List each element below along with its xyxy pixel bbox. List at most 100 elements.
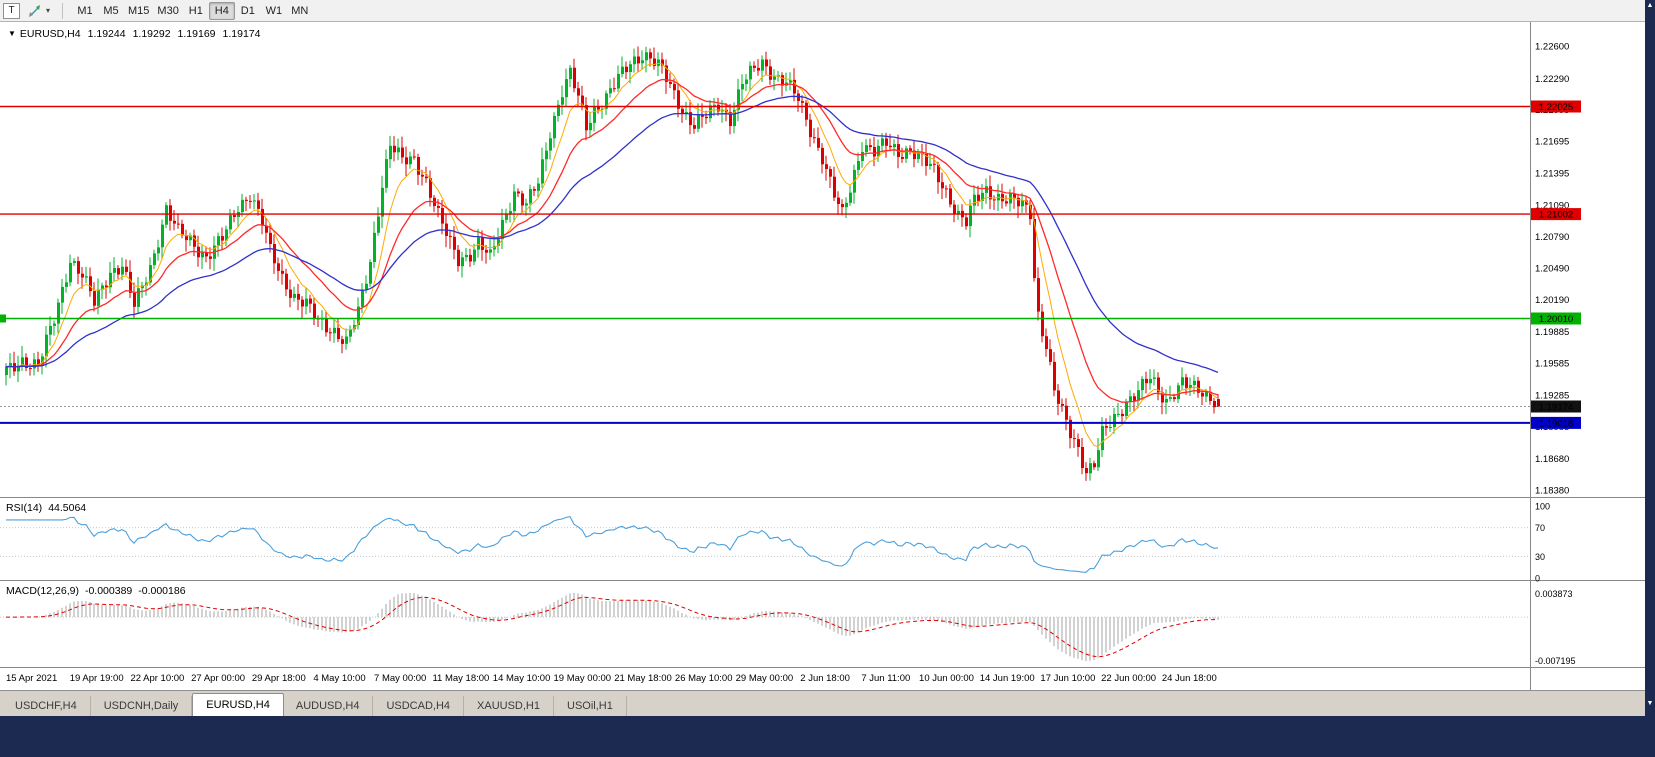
timeframe-button-h4[interactable]: H4 (208, 1, 235, 20)
cursor-arrows-icon (29, 4, 40, 17)
macd-main-value: -0.000389 (84, 585, 133, 597)
chevron-down-icon: ▾ (46, 6, 51, 15)
tab-audusd-h4[interactable]: AUDUSD,H4 (283, 696, 374, 716)
macd-name: MACD(12,26,9) (6, 585, 79, 597)
timeframe-button-m30[interactable]: M30 (157, 4, 179, 17)
scroll-down-arrow-icon[interactable]: ▼ (1646, 700, 1654, 707)
time-axis-label: 29 Apr 18:00 (252, 673, 306, 684)
time-axis-label: 17 Jun 10:00 (1040, 673, 1095, 684)
collapse-triangle-icon[interactable]: ▼ (8, 29, 16, 38)
time-axis-label: 14 May 10:00 (493, 673, 551, 684)
tab-usdcnh-daily[interactable]: USDCNH,Daily (91, 696, 193, 716)
tab-eurusd-h4[interactable]: EURUSD,H4 (192, 693, 284, 716)
macd-axis-label: -0.007195 (1535, 656, 1576, 666)
time-axis-label: 24 Jun 18:00 (1162, 673, 1217, 684)
macd-axis-label: 0.003873 (1535, 589, 1573, 599)
macd-signal-value: -0.000186 (138, 585, 186, 597)
rsi-line (6, 515, 1219, 573)
chart-background (0, 22, 1645, 690)
macd-indicator-label: MACD(12,26,9) -0.000389 -0.000186 (6, 585, 192, 597)
macd-signal-line (6, 596, 1219, 658)
toolbar-separator (62, 2, 64, 19)
timeframe-button-w1[interactable]: W1 (265, 4, 283, 17)
timeframe-button-m5[interactable]: M5 (103, 4, 119, 17)
time-axis-label: 21 May 18:00 (614, 673, 672, 684)
timeframe-button-d1[interactable]: D1 (240, 4, 255, 17)
rsi-name: RSI(14) (6, 502, 43, 514)
chart-canvas[interactable]: 1.226001.222901.219951.216951.213951.210… (0, 22, 1645, 690)
price-axis-label: 1.21395 (1535, 168, 1569, 179)
rsi-level-label: 70 (1535, 523, 1545, 533)
top-toolbar: T ▾ M1 M5 M15 M30 H1 H4 D1 W1 MN (0, 0, 1645, 22)
time-axis-label: 15 Apr 2021 (6, 673, 57, 684)
price-badge-1.20010: 1.20010 (1539, 314, 1573, 325)
price-axis-label: 1.20790 (1535, 232, 1569, 243)
price-axis-label: 1.18380 (1535, 486, 1569, 497)
timeframe-button-m15[interactable]: M15 (128, 4, 150, 17)
time-axis-label: 14 Jun 19:00 (980, 673, 1035, 684)
ma-slow-line (5, 95, 1219, 374)
rsi-layer (0, 515, 1530, 573)
macd-layer (0, 593, 1530, 661)
ohlc-high: 1.19292 (132, 28, 171, 40)
time-axis-label: 29 May 00:00 (736, 673, 794, 684)
price-axis-label: 1.19585 (1535, 359, 1569, 370)
chart-ohlc-label: ▼ EURUSD,H4 1.19244 1.19292 1.19169 1.19174 (8, 28, 260, 40)
chart-area: 1.226001.222901.219951.216951.213951.210… (0, 22, 1645, 690)
time-axis-label: 7 May 00:00 (374, 673, 426, 684)
time-axis-label: 4 May 10:00 (313, 673, 365, 684)
price-badge-1.20010-bg (1531, 312, 1581, 325)
current-price-badge-bg (1531, 400, 1581, 413)
time-axis-label: 11 May 18:00 (432, 673, 489, 684)
price-badge-1.21002: 1.21002 (1539, 210, 1573, 221)
price-axis-label: 1.22600 (1535, 42, 1569, 53)
price-badge-1.19018-bg (1531, 416, 1581, 429)
symbol-timeframe-label: EURUSD,H4 (19, 28, 81, 40)
rsi-level-label: 0 (1535, 574, 1540, 584)
rsi-level-label: 30 (1535, 552, 1545, 562)
price-axis-label: 1.19885 (1535, 327, 1569, 338)
price-axis-label: 1.21090 (1535, 200, 1569, 211)
time-axis-label: 27 Apr 00:00 (191, 673, 245, 684)
time-axis-label: 22 Jun 00:00 (1101, 673, 1156, 684)
time-axis-label: 2 Jun 18:00 (800, 673, 850, 684)
price-axis-label: 1.22290 (1535, 74, 1569, 85)
price-axis-label: 1.18680 (1535, 454, 1569, 465)
price-axis-label: 1.20190 (1535, 295, 1569, 306)
timeframe-buttons: M1 M5 M15 M30 H1 H4 D1 W1 MN (72, 1, 313, 20)
ma-mid-line (5, 78, 1219, 403)
price-axis-label: 1.21695 (1535, 137, 1569, 148)
rsi-indicator-label: RSI(14) 44.5064 (6, 502, 92, 514)
symbol-tab-bar: USDCHF,H4 USDCNH,Daily EURUSD,H4 AUDUSD,H4 U… (0, 690, 1645, 716)
rsi-value: 44.5064 (48, 502, 87, 514)
right-scrollbar-strip: ▲ ▼ (1645, 0, 1655, 757)
time-axis-label: 26 May 10:00 (675, 673, 733, 684)
timeframe-button-h1[interactable]: H1 (188, 4, 203, 17)
timeframe-button-m1[interactable]: M1 (77, 4, 93, 17)
time-axis-label: 7 Jun 11:00 (861, 673, 910, 684)
line-studies-button[interactable]: ▾ (25, 2, 53, 20)
price-badge-1.19018: 1.19018 (1539, 418, 1573, 429)
price-axis-label: 1.20490 (1535, 264, 1569, 275)
tab-usoil-h1[interactable]: USOil,H1 (554, 696, 627, 716)
time-axis-label: 19 Apr 19:00 (70, 673, 124, 684)
price-axis-label: 1.19285 (1535, 390, 1569, 401)
ohlc-low: 1.19169 (177, 28, 216, 40)
ohlc-close: 1.19174 (222, 28, 261, 40)
timeframe-button-mn[interactable]: MN (291, 4, 309, 17)
ma-fast-line (5, 62, 1219, 448)
price-badge-1.22025-bg (1531, 100, 1581, 113)
time-axis-label: 22 Apr 10:00 (130, 673, 184, 684)
hline-edge-tag (0, 314, 6, 323)
candles-layer (5, 46, 1220, 481)
tab-xauusd-h1[interactable]: XAUUSD,H1 (464, 696, 554, 716)
toolbar-t-button[interactable]: T (3, 2, 20, 19)
tab-usdchf-h4[interactable]: USDCHF,H4 (2, 696, 91, 716)
scroll-up-arrow-icon[interactable]: ▲ (1646, 2, 1654, 9)
ohlc-open: 1.19244 (87, 28, 126, 40)
window-bottom-strip (0, 716, 1655, 757)
time-axis-label: 19 May 00:00 (554, 673, 612, 684)
tab-usdcad-h4[interactable]: USDCAD,H4 (373, 696, 465, 716)
price-badge-1.21002-bg (1531, 208, 1581, 221)
